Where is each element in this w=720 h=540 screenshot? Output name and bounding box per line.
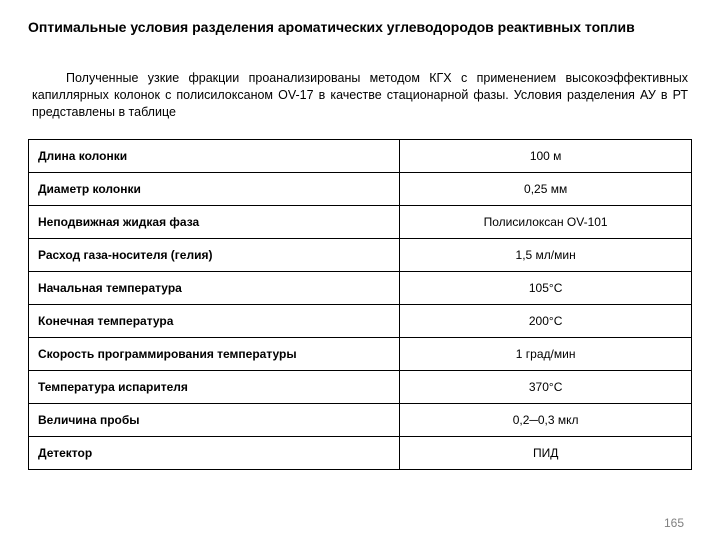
table-row: ДетекторПИД <box>29 436 692 469</box>
table-row: Величина пробы0,2─0,3 мкл <box>29 403 692 436</box>
page-number: 165 <box>664 516 684 530</box>
param-cell: Начальная температура <box>29 271 400 304</box>
value-cell: 100 м <box>400 139 692 172</box>
table-row: Расход газа-носителя (гелия)1,5 мл/мин <box>29 238 692 271</box>
param-cell: Диаметр колонки <box>29 172 400 205</box>
table-row: Конечная температура200°С <box>29 304 692 337</box>
param-cell: Величина пробы <box>29 403 400 436</box>
param-cell: Расход газа-носителя (гелия) <box>29 238 400 271</box>
page-title: Оптимальные условия разделения ароматиче… <box>28 18 692 36</box>
param-cell: Неподвижная жидкая фаза <box>29 205 400 238</box>
table-row: Температура испарителя370°С <box>29 370 692 403</box>
param-cell: Скорость программирования температуры <box>29 337 400 370</box>
table-row: Скорость программирования температуры1 г… <box>29 337 692 370</box>
table-row: Начальная температура105°С <box>29 271 692 304</box>
param-cell: Температура испарителя <box>29 370 400 403</box>
table-row: Диаметр колонки0,25 мм <box>29 172 692 205</box>
value-cell: Полисилоксан OV-101 <box>400 205 692 238</box>
value-cell: 0,2─0,3 мкл <box>400 403 692 436</box>
value-cell: 1 град/мин <box>400 337 692 370</box>
param-cell: Конечная температура <box>29 304 400 337</box>
param-cell: Длина колонки <box>29 139 400 172</box>
intro-paragraph: Полученные узкие фракции проанализирован… <box>32 70 688 121</box>
value-cell: ПИД <box>400 436 692 469</box>
value-cell: 1,5 мл/мин <box>400 238 692 271</box>
value-cell: 105°С <box>400 271 692 304</box>
table-row: Длина колонки100 м <box>29 139 692 172</box>
value-cell: 200°С <box>400 304 692 337</box>
value-cell: 0,25 мм <box>400 172 692 205</box>
conditions-table: Длина колонки100 мДиаметр колонки0,25 мм… <box>28 139 692 470</box>
param-cell: Детектор <box>29 436 400 469</box>
table-row: Неподвижная жидкая фазаПолисилоксан OV-1… <box>29 205 692 238</box>
value-cell: 370°С <box>400 370 692 403</box>
